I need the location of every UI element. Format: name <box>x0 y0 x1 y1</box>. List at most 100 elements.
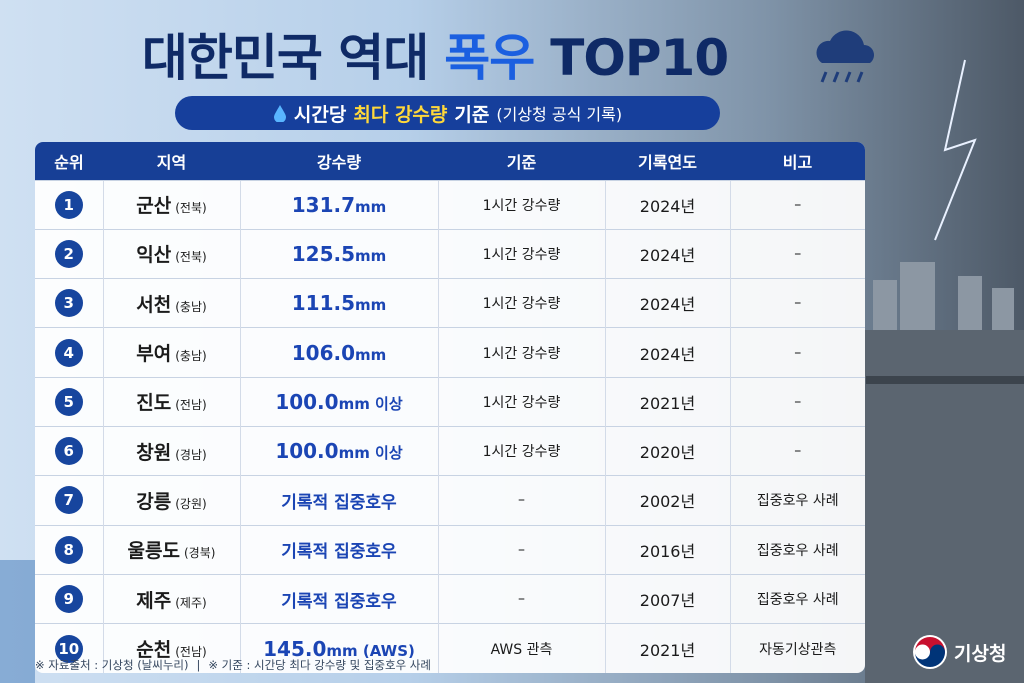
amount: 100.0 <box>275 439 339 464</box>
region: 진도 <box>136 392 172 415</box>
rank-cell: 5 <box>35 376 103 427</box>
province: (경남) <box>175 447 207 462</box>
amount-cell: 131.7mm <box>239 179 438 230</box>
table-row: 1 군산 (전북) 131.7mm 1시간 강수량 2024년 – <box>35 179 865 230</box>
table-row: 4 부여 (충남) 106.0mm 1시간 강수량 2024년 – <box>35 327 865 378</box>
column-header: 기준 <box>438 142 605 180</box>
column-header: 강수량 <box>240 142 438 180</box>
amount-cell: 기록적 집중호우 <box>239 573 438 624</box>
year-cell: 2020년 <box>604 425 730 476</box>
column-header: 기록연도 <box>605 142 730 180</box>
header-row: 순위 지역 강수량 기준 기록연도 비고 <box>35 142 865 180</box>
region: 제주 <box>136 589 172 612</box>
rank-cell: 4 <box>35 327 103 378</box>
province: (전북) <box>175 250 207 265</box>
region: 울릉도 <box>127 540 180 563</box>
unit: mm <box>355 296 387 315</box>
remark-cell: – <box>729 425 865 476</box>
province: (충남) <box>175 349 207 364</box>
rank-cell: 10 <box>35 623 103 673</box>
separator: | <box>196 658 201 672</box>
remark-cell: – <box>729 376 865 427</box>
remark-cell: 자동기상관측 <box>729 623 865 673</box>
basis-cell: 1시간 강수량 <box>437 179 605 230</box>
rank-badge: 2 <box>54 239 83 268</box>
rank-badge: 4 <box>54 338 83 367</box>
region-cell: 서천 (충남) <box>102 278 240 328</box>
amount-text: 기록적 집중호우 <box>281 591 397 612</box>
subtitle-highlight: 최다 강수량 <box>353 103 448 126</box>
rank-cell: 2 <box>35 228 103 279</box>
rank-badge: 10 <box>54 634 83 663</box>
rank-badge: 7 <box>54 486 83 515</box>
title-highlight: 폭우 <box>444 29 535 87</box>
bridge <box>866 376 1024 384</box>
province: (전남) <box>175 645 207 660</box>
amount-cell: 145.0mm (AWS) <box>239 623 438 673</box>
table-row: 6 창원 (경남) 100.0mm 이상 1시간 강수량 2020년 – <box>35 425 865 476</box>
amount: 106.0 <box>291 340 355 365</box>
region-cell: 익산 (전북) <box>102 228 240 279</box>
amount-cell: 111.5mm <box>239 278 438 328</box>
rank-cell: 8 <box>35 524 103 575</box>
basis-cell: 1시간 강수량 <box>437 425 605 476</box>
rank-badge: 1 <box>54 190 83 219</box>
basis-cell: 1시간 강수량 <box>437 278 605 328</box>
table-row: 2 익산 (전북) 125.5mm 1시간 강수량 2024년 – <box>35 228 865 279</box>
region: 강릉 <box>136 490 172 513</box>
amount-cell: 125.5mm <box>239 228 438 279</box>
logo-text: 기상청 <box>954 642 1007 665</box>
year-cell: 2024년 <box>604 228 730 279</box>
amount: 145.0 <box>263 636 327 661</box>
table-body: 1 군산 (전북) 131.7mm 1시간 강수량 2024년 –2 익산 (전북) 125.5m… <box>35 179 865 673</box>
title-part: 대한민국 역대 <box>141 29 429 87</box>
region: 순천 <box>136 639 172 662</box>
region-cell: 순천 (전남) <box>102 623 240 673</box>
table-row: 3 서천 (충남) 111.5mm 1시간 강수량 2024년 – <box>35 278 865 328</box>
region: 익산 <box>136 244 172 267</box>
remark-cell: 집중호우 사례 <box>729 475 865 526</box>
rank-badge: 6 <box>54 437 83 466</box>
region-cell: 제주 (제주) <box>102 573 240 624</box>
unit: mm <box>355 345 387 364</box>
unit: mm <box>355 246 387 265</box>
year-cell: 2024년 <box>604 278 730 328</box>
water <box>0 560 35 683</box>
unit: mm <box>355 197 387 216</box>
column-header: 비고 <box>730 142 865 180</box>
region-cell: 울릉도 (경북) <box>102 524 240 575</box>
table-row: 5 진도 (전남) 100.0mm 이상 1시간 강수량 2021년 – <box>35 376 865 427</box>
province: (제주) <box>175 595 207 610</box>
table-row: 9 제주 (제주) 기록적 집중호우 –2007년 집중호우 사례 <box>35 573 865 624</box>
amount-cell: 100.0mm 이상 <box>239 376 438 427</box>
rank-badge: 5 <box>54 387 83 416</box>
province: (충남) <box>175 299 207 314</box>
region: 창원 <box>136 441 172 464</box>
subtitle-part: 기준 <box>454 103 490 126</box>
province: (전북) <box>175 201 207 216</box>
remark-cell: – <box>729 278 865 328</box>
basis-cell: 1시간 강수량 <box>437 327 605 378</box>
rank-cell: 3 <box>35 278 103 328</box>
year-cell: 2021년 <box>604 623 730 673</box>
region: 서천 <box>136 293 172 316</box>
unit: mm (AWS) <box>326 641 415 660</box>
amount-cell: 기록적 집중호우 <box>239 475 438 526</box>
subtitle-part: 시간당 <box>293 103 347 126</box>
remark-cell: – <box>729 179 865 230</box>
remark-cell: – <box>729 228 865 279</box>
rank-cell: 7 <box>35 475 103 526</box>
ranking-table: 순위 지역 강수량 기준 기록연도 비고 1 군산 (전북) 131.7mm 1시간 강수량 202… <box>35 142 865 673</box>
rank-badge: 9 <box>54 585 83 614</box>
amount: 111.5 <box>291 291 355 316</box>
year-cell: 2007년 <box>604 573 730 624</box>
cloud-icon <box>816 30 874 83</box>
subtitle: 시간당 최다 강수량 기준 (기상청 공식 기록) <box>175 96 720 130</box>
unit: mm 이상 <box>338 444 403 463</box>
province: (경북) <box>184 546 216 561</box>
amount: 125.5 <box>291 241 355 266</box>
region-cell: 진도 (전남) <box>102 376 240 427</box>
title-part: TOP10 <box>550 29 729 87</box>
